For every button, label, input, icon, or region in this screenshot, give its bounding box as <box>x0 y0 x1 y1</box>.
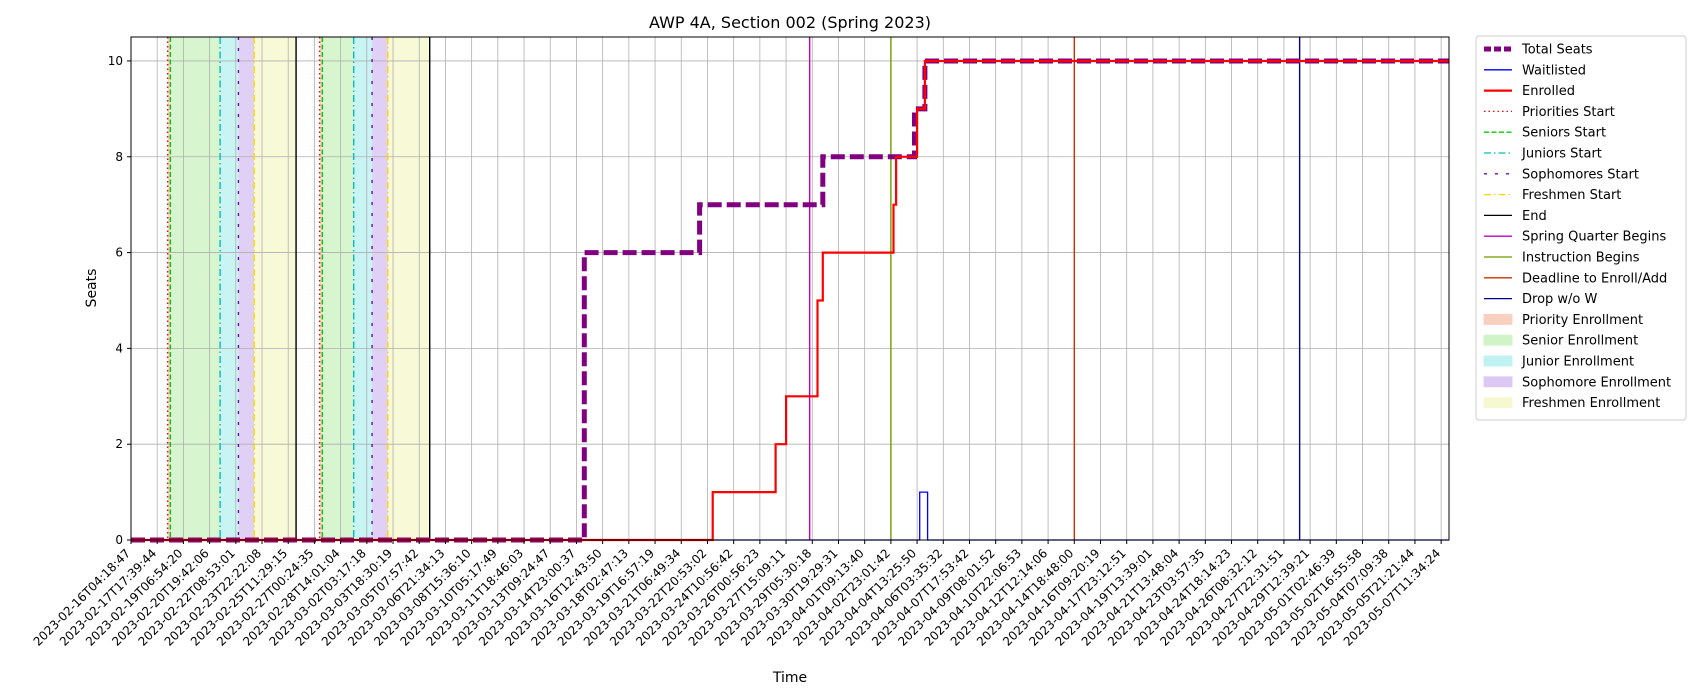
legend-frame <box>1475 35 1687 421</box>
milestone-lines <box>166 37 1301 540</box>
deadline-to-enroll-add-legend-label: Deadline to Enroll/Add <box>1522 271 1667 286</box>
y-tick-label: 10 <box>108 54 123 68</box>
enrollment-period-shading <box>167 37 430 540</box>
juniors-start-legend-label: Juniors Start <box>1521 147 1602 162</box>
seniors-start-legend-label: Seniors Start <box>1522 126 1606 141</box>
senior-enrollment-band-2 <box>322 37 354 540</box>
y-tick-label: 4 <box>115 341 123 355</box>
total-seats-legend-label: Total Seats <box>1521 43 1593 58</box>
legend: Total Seats Waitlisted Enrolled Priorities … <box>1475 35 1687 421</box>
senior-enrollment-band-1 <box>170 37 221 540</box>
freshmen-enrollment-legend-label: Freshmen Enrollment <box>1522 396 1660 411</box>
y-axis-label: Seats <box>84 269 100 308</box>
priority-enrollment-band-1 <box>167 37 171 540</box>
end-legend-label: End <box>1522 209 1547 224</box>
sophomore-enrollment-legend-label: Sophomore Enrollment <box>1522 375 1671 390</box>
sophomore-enrollment-band-1 <box>238 37 255 540</box>
y-tick-label: 6 <box>115 246 123 260</box>
sophomores-start-legend-label: Sophomores Start <box>1522 167 1639 182</box>
enrolled-series-line <box>131 59 1449 542</box>
drop-w-o-w-legend-label: Drop w/o W <box>1522 292 1598 307</box>
y-tick-label: 2 <box>115 437 123 451</box>
plot-frame <box>130 36 1450 541</box>
freshmen-start-legend-label: Freshmen Start <box>1522 188 1621 203</box>
sophomore-enrollment-legend-swatch <box>1483 376 1513 388</box>
junior-enrollment-legend-swatch <box>1483 355 1513 367</box>
priority-enrollment-legend-swatch <box>1483 313 1513 325</box>
y-axis-ticks: 0 2 4 6 8 10 <box>108 54 131 547</box>
instruction-begins-legend-label: Instruction Begins <box>1522 251 1640 266</box>
priorities-start-legend-label: Priorities Start <box>1522 105 1615 120</box>
senior-enrollment-legend-label: Senior Enrollment <box>1522 334 1638 349</box>
waitlisted-legend-label: Waitlisted <box>1522 63 1586 78</box>
y-tick-label: 0 <box>115 533 123 547</box>
chart-title: AWP 4A, Section 002 (Spring 2023) <box>649 13 931 32</box>
x-axis-label: Time <box>772 670 807 686</box>
freshmen-enrollment-band-2 <box>387 37 430 540</box>
spring-quarter-begins-legend-label: Spring Quarter Begins <box>1522 230 1666 245</box>
junior-enrollment-legend-label: Junior Enrollment <box>1521 355 1634 370</box>
priority-enrollment-legend-label: Priority Enrollment <box>1522 313 1643 328</box>
freshmen-enrollment-legend-swatch <box>1483 397 1513 409</box>
y-tick-label: 8 <box>115 150 123 164</box>
x-axis-ticks: 2023-02-16T04:18:472023-02-17T17:39:4420… <box>31 540 1443 649</box>
priority-enrollment-band-2 <box>319 37 323 540</box>
junior-enrollment-band-1 <box>220 37 239 540</box>
total-seats-series-line <box>131 58 1449 543</box>
sophomore-enrollment-band-2 <box>372 37 388 540</box>
junior-enrollment-band-2 <box>353 37 373 540</box>
senior-enrollment-legend-swatch <box>1483 334 1513 346</box>
enrolled-legend-label: Enrolled <box>1522 84 1575 99</box>
freshmen-enrollment-band-1 <box>254 37 297 540</box>
